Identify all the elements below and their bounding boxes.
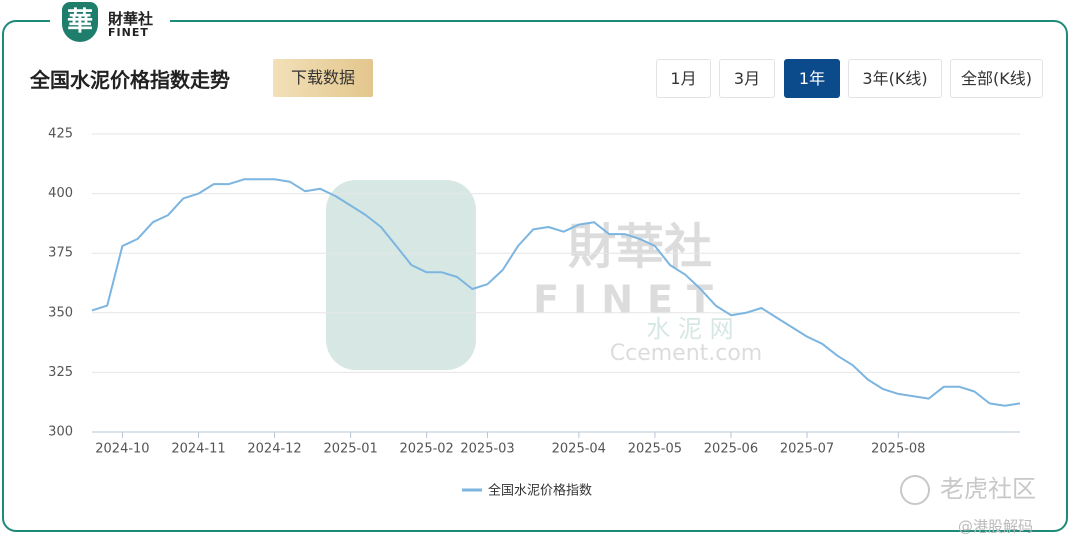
y-tick-label: 300 xyxy=(48,425,73,440)
chart-title: 全国水泥价格指数走势 xyxy=(30,68,230,92)
community-icon xyxy=(900,475,930,505)
data-line xyxy=(91,178,1021,407)
range-button[interactable]: 3月 xyxy=(719,59,775,98)
x-tick-label: 2024-10 xyxy=(95,442,149,457)
card xyxy=(2,20,1068,532)
watermark: 財華社 FINET 水 泥 网 Ccement.com xyxy=(326,180,762,370)
y-tick-label: 375 xyxy=(48,246,73,261)
watermark-url: Ccement.com xyxy=(610,341,763,366)
watermark-author: @港股解码 xyxy=(958,518,1033,536)
x-tick-label: 2025-02 xyxy=(400,442,454,457)
logo-text: 財華社 xyxy=(108,10,154,28)
logo-subtext: FINET xyxy=(108,26,149,39)
range-button[interactable]: 3年(K线) xyxy=(848,59,942,98)
range-button[interactable]: 全部(K线) xyxy=(950,59,1043,98)
range-button[interactable]: 1月 xyxy=(656,59,711,98)
legend-label: 全国水泥价格指数 xyxy=(488,483,592,499)
y-tick-label: 400 xyxy=(48,186,73,201)
x-tick-label: 2025-05 xyxy=(628,442,682,457)
watermark-community: 老虎社区 xyxy=(940,475,1036,503)
watermark-logo xyxy=(326,180,476,370)
range-button[interactable]: 1年 xyxy=(784,59,840,98)
x-tick-label: 2025-06 xyxy=(704,442,758,457)
x-tick-label: 2025-03 xyxy=(460,442,514,457)
x-tick-label: 2025-07 xyxy=(780,442,834,457)
y-tick-label: 425 xyxy=(48,127,73,142)
watermark-brand-en: FINET xyxy=(533,278,727,322)
watermark-site: 水 泥 网 xyxy=(646,315,733,343)
logo: 華 財華社 FINET xyxy=(50,0,170,44)
y-tick-label: 350 xyxy=(48,305,73,320)
y-tick-label: 325 xyxy=(48,365,73,380)
download-button[interactable]: 下载数据 xyxy=(273,59,373,97)
x-tick-label: 2025-01 xyxy=(323,442,377,457)
x-tick-label: 2025-04 xyxy=(552,442,606,457)
logo-icon: 華 xyxy=(62,2,98,42)
x-tick-label: 2025-08 xyxy=(871,442,925,457)
x-tick-label: 2024-11 xyxy=(171,442,225,457)
watermark-brand: 財華社 xyxy=(568,219,712,275)
x-tick-label: 2024-12 xyxy=(247,442,301,457)
